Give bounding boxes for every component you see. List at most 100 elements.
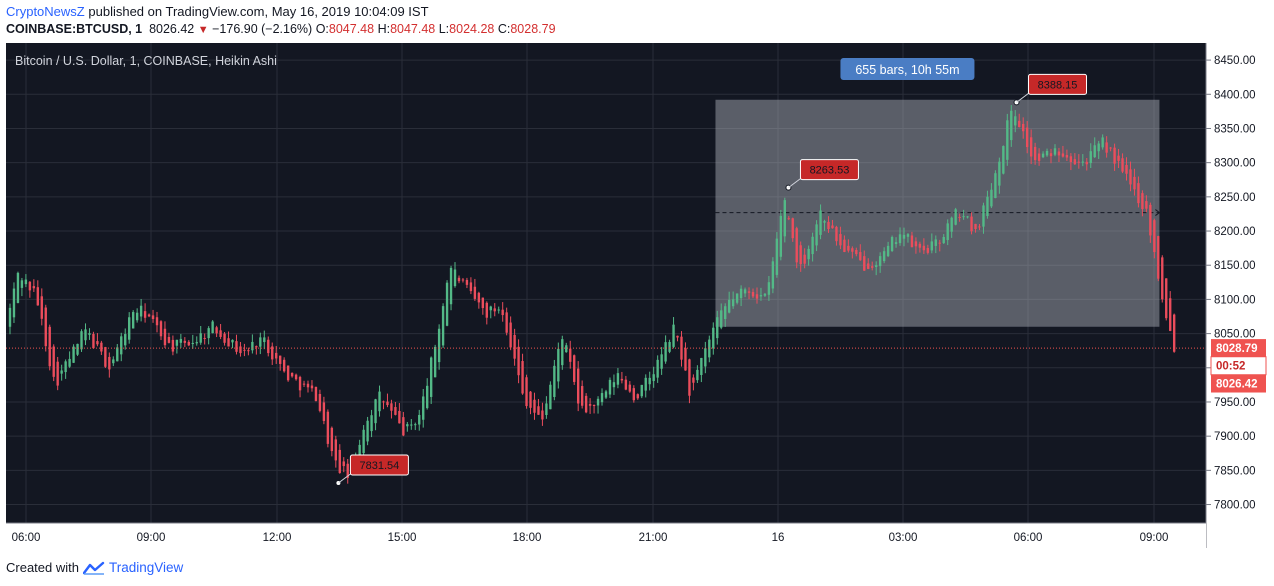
author-link[interactable]: CryptoNewsZ [6, 4, 85, 19]
candle-down [159, 321, 163, 337]
candle-up [422, 396, 425, 420]
candle-down [163, 328, 167, 346]
candle-down [239, 346, 242, 354]
candle-up [962, 216, 965, 218]
chart-area[interactable]: 655 bars, 10h 55m 7831.54 8263.53 8388.15 … [6, 43, 1268, 548]
candle-down [235, 341, 238, 352]
candle-up [12, 288, 16, 318]
price-tick-label: 8350.00 [1214, 123, 1256, 135]
candle-down [795, 228, 798, 263]
candle-up [771, 261, 775, 289]
annotation-label-box [1028, 73, 1088, 95]
candle-down [628, 384, 632, 392]
candle-up [263, 337, 266, 343]
candle-down [970, 216, 973, 232]
time-tick-label: 16 [772, 532, 785, 544]
candle-down [799, 245, 802, 265]
candle-down [227, 338, 230, 347]
candle-up [557, 348, 560, 382]
price-chart[interactable]: 655 bars, 10h 55m 7831.548263.538388.15 … [6, 43, 1268, 548]
price-tick-label: 8200.00 [1214, 226, 1256, 238]
time-axis[interactable]: 06:00 09:00 12:00 15:00 18:00 21:00 16 03:00 06:… [6, 522, 1206, 548]
candle-up [954, 209, 957, 225]
candle-down [851, 248, 854, 252]
candle-up [449, 267, 453, 305]
time-tick-label: 09:00 [1140, 532, 1169, 544]
candle-down [588, 404, 592, 406]
candle-down [1157, 236, 1160, 279]
bars-badge-label: 655 bars, 10h 55m [855, 63, 959, 77]
candle-up [1053, 148, 1057, 155]
candle-down [1141, 193, 1144, 210]
candle-up [124, 334, 127, 346]
candle-down [751, 292, 755, 297]
candle-up [406, 424, 409, 427]
price-tick-label: 8400.00 [1214, 89, 1256, 101]
tradingview-brand[interactable]: TradingView [108, 560, 184, 575]
price-label-box [1211, 339, 1266, 358]
candle-up [934, 239, 937, 246]
price-tick-label: 8250.00 [1214, 192, 1256, 204]
price-label-group: 8028.79 [1211, 339, 1266, 358]
candle-down [243, 349, 246, 351]
candle-up [807, 248, 810, 260]
candle-down [513, 334, 516, 359]
candle-up [251, 341, 254, 351]
candle-up [874, 265, 878, 267]
candle-down [278, 355, 282, 364]
candle-down [247, 350, 250, 352]
candle-up [24, 279, 28, 285]
candle-up [644, 377, 647, 391]
candle-down [692, 377, 695, 383]
candle-down [147, 314, 151, 317]
candle-down [855, 249, 858, 255]
candle-down [342, 461, 345, 467]
candle-up [1081, 161, 1084, 163]
candle-up [1014, 116, 1017, 126]
candle-up [878, 256, 882, 267]
change-value: −176.90 (−2.16%) [212, 22, 313, 36]
candle-up [120, 336, 123, 355]
candle-up [489, 306, 492, 311]
candle-down [1105, 142, 1108, 153]
candle-down [1061, 153, 1065, 157]
selection-box[interactable] [715, 99, 1160, 327]
candle-down [632, 388, 636, 401]
candle-up [358, 444, 361, 462]
candle-down [44, 307, 47, 347]
candle-up [612, 382, 616, 388]
candle-down [473, 286, 477, 299]
candle-down [267, 339, 270, 354]
candle-up [84, 329, 87, 341]
candle-up [1045, 150, 1049, 156]
candle-up [1093, 145, 1096, 158]
open-value: 8047.48 [328, 22, 375, 36]
candle-up [112, 359, 115, 364]
candle-up [696, 369, 699, 381]
candle-up [410, 424, 413, 426]
candle-down [481, 297, 485, 309]
candle-down [223, 333, 226, 343]
candle-down [386, 401, 389, 406]
price-axis[interactable]: 8450.00 8400.00 8350.00 8300.00 8250.00 8200.… [1205, 43, 1267, 548]
candle-up [763, 293, 767, 296]
candle-down [580, 386, 584, 406]
candle-down [394, 407, 397, 415]
candle-down [521, 361, 524, 394]
candles [8, 105, 1176, 484]
range-selection[interactable]: 655 bars, 10h 55m [715, 58, 1161, 327]
candle-up [497, 309, 500, 311]
candle-down [1018, 120, 1021, 128]
candle-up [191, 343, 194, 345]
candle-down [1029, 137, 1033, 157]
candle-down [1113, 147, 1116, 164]
candle-up [708, 339, 711, 358]
candle-up [735, 293, 739, 303]
candle-down [910, 235, 914, 248]
candle-down [636, 394, 639, 399]
candle-up [652, 374, 655, 382]
candle-down [282, 359, 286, 372]
price-tick-label: 7800.00 [1214, 500, 1256, 512]
candle-down [1149, 204, 1152, 236]
candle-up [767, 282, 771, 295]
